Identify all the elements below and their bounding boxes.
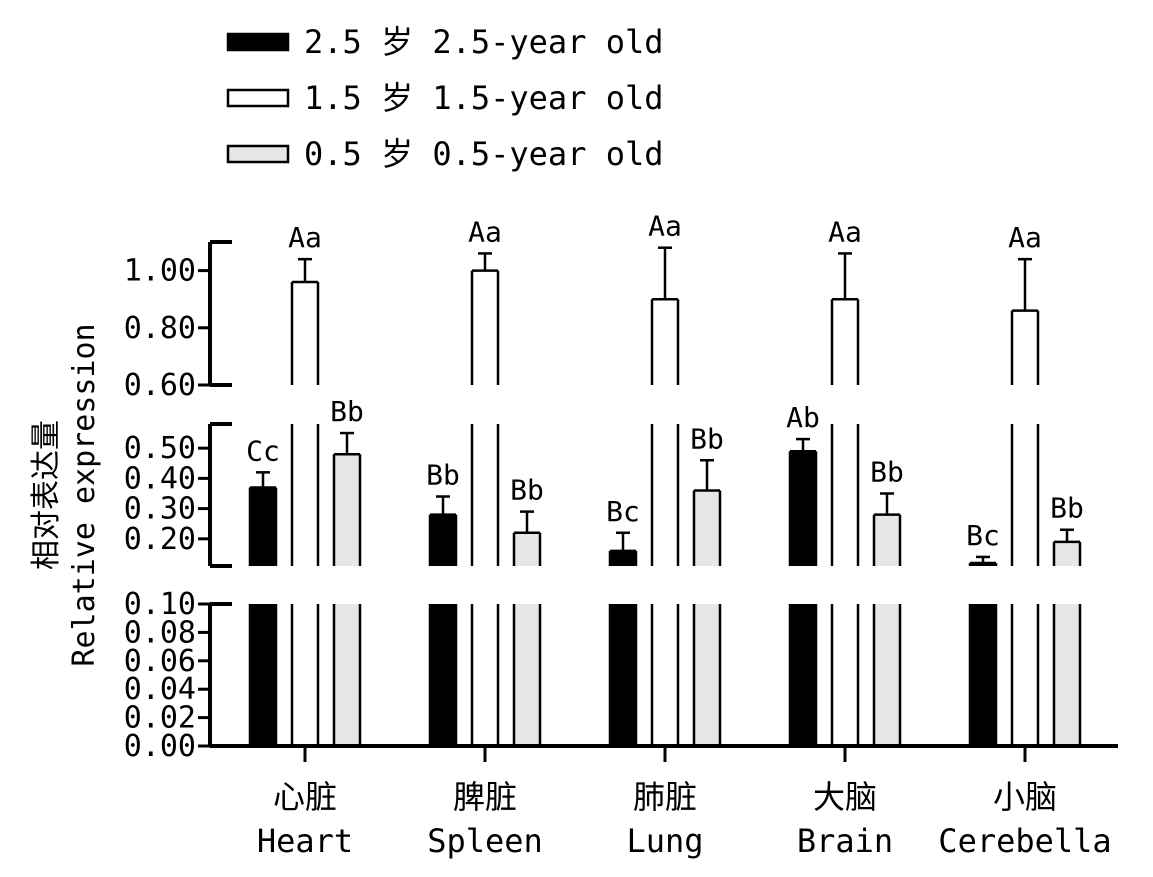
bar-1-1-seg0: [472, 604, 498, 746]
bar-1-4-seg2: [1012, 310, 1038, 385]
y-tick-label: 0.08: [124, 615, 196, 650]
bar-1-1-seg1: [472, 424, 498, 566]
significance-label: Aa: [648, 210, 682, 243]
legend-label-2: 0.5 岁 0.5-year old: [304, 135, 664, 173]
bar-0-3-seg0: [790, 604, 816, 746]
significance-label: Bb: [510, 474, 544, 507]
y-tick-label: 0.80: [124, 311, 196, 346]
y-tick-label: 0.50: [124, 431, 196, 466]
y-axis-label-cn: 相对表达量: [29, 420, 64, 570]
y-tick-label: 0.10: [124, 587, 196, 622]
significance-label: Bb: [690, 422, 724, 455]
significance-label: Aa: [1008, 221, 1042, 254]
y-axis-label-en: Relative expression: [67, 323, 102, 666]
y-tick-label: 0.20: [124, 522, 196, 557]
legend-swatch-1: [226, 88, 290, 108]
bar-0-4-seg0: [970, 604, 996, 746]
bar-2-1-seg1: [514, 532, 540, 566]
y-tick-label: 0.40: [124, 461, 196, 496]
y-tick-label: 0.02: [124, 701, 196, 736]
bar-2-1-seg0: [514, 604, 540, 746]
significance-label: Bc: [606, 495, 640, 528]
bar-1-4-seg1: [1012, 424, 1038, 566]
y-tick-label: 0.60: [124, 368, 196, 403]
significance-label: Aa: [828, 215, 862, 248]
bar-2-0-seg0: [334, 604, 360, 746]
bar-1-0-seg2: [292, 282, 318, 385]
significance-label: Ab: [786, 401, 820, 434]
bar-2-3-seg0: [874, 604, 900, 746]
bar-1-0-seg0: [292, 604, 318, 746]
y-tick-label: 0.04: [124, 672, 196, 707]
bar-0-0-seg0: [250, 604, 276, 746]
bar-0-2-seg1: [610, 550, 636, 566]
legend-swatch-0: [226, 32, 290, 52]
significance-label: Bb: [426, 459, 460, 492]
significance-label: Aa: [468, 215, 502, 248]
x-tick-label-en: Brain: [797, 822, 893, 860]
bar-0-1-seg0: [430, 604, 456, 746]
bar-0-1-seg1: [430, 514, 456, 566]
bar-2-3-seg1: [874, 514, 900, 566]
x-tick-label-en: Lung: [626, 822, 703, 860]
y-tick-label: 1.00: [124, 254, 196, 289]
bar-2-2-seg1: [694, 490, 720, 566]
bar-1-2-seg2: [652, 299, 678, 385]
x-tick-label-cn: 脾脏: [453, 778, 517, 816]
bar-1-3-seg0: [832, 604, 858, 746]
x-tick-label-cn: 大脑: [813, 778, 877, 816]
bar-2-0-seg1: [334, 454, 360, 566]
bar-0-0-seg1: [250, 487, 276, 566]
x-tick-label-cn: 肺脏: [633, 778, 697, 816]
x-tick-label-cn: 心脏: [273, 778, 337, 816]
y-tick-label: 0.30: [124, 492, 196, 527]
bar-0-2-seg0: [610, 604, 636, 746]
x-tick-label-en: Cerebella: [938, 822, 1111, 860]
bar-0-4-seg1: [970, 562, 996, 566]
bar-2-4-seg1: [1054, 541, 1080, 566]
legend-label-1: 1.5 岁 1.5-year old: [304, 79, 664, 117]
bar-1-3-seg2: [832, 299, 858, 385]
significance-label: Bb: [1050, 492, 1084, 525]
bar-2-2-seg0: [694, 604, 720, 746]
bar-2-4-seg0: [1054, 604, 1080, 746]
bar-1-4-seg0: [1012, 604, 1038, 746]
x-tick-label-en: Spleen: [427, 822, 543, 860]
significance-label: Bb: [870, 455, 904, 488]
significance-label: Cc: [246, 434, 280, 467]
x-tick-label-cn: 小脑: [993, 778, 1057, 816]
bar-1-0-seg1: [292, 424, 318, 566]
bar-1-3-seg1: [832, 424, 858, 566]
bar-1-2-seg0: [652, 604, 678, 746]
significance-label: Aa: [288, 221, 322, 254]
bar-1-2-seg1: [652, 424, 678, 566]
x-tick-label-en: Heart: [257, 822, 353, 860]
significance-label: Bb: [330, 395, 364, 428]
significance-label: Bc: [966, 519, 1000, 552]
y-tick-label: 0.06: [124, 644, 196, 679]
legend-swatch-2: [226, 144, 290, 164]
legend-label-0: 2.5 岁 2.5-year old: [304, 23, 664, 61]
bar-1-1-seg2: [472, 270, 498, 385]
y-tick-label: 0.00: [124, 729, 196, 764]
bar-0-3-seg1: [790, 451, 816, 566]
